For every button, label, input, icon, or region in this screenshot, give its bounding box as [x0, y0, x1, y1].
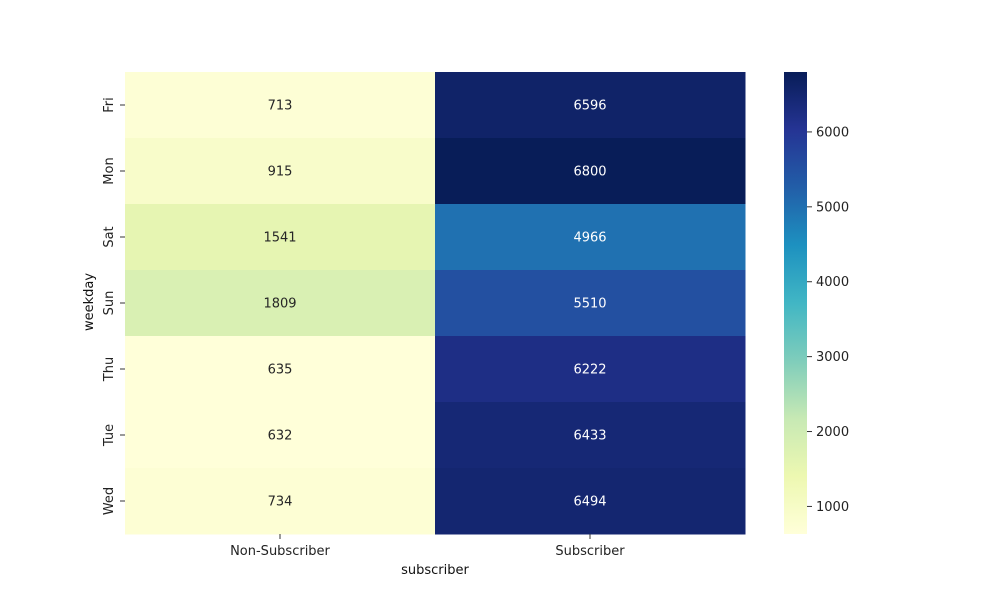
cell-fri-non-subscriber	[125, 72, 436, 139]
y-tick-label: Tue	[102, 424, 117, 447]
cell-value-label: 6800	[573, 165, 606, 180]
cell-tue-subscriber	[435, 402, 746, 469]
cell-value-label: 6433	[573, 429, 606, 444]
cell-wed-non-subscriber	[125, 468, 436, 535]
cell-value-label: 915	[268, 165, 293, 180]
cell-sat-non-subscriber	[125, 204, 436, 271]
cell-value-label: 635	[268, 363, 293, 378]
cell-tue-non-subscriber	[125, 402, 436, 469]
cell-value-label: 6222	[573, 363, 606, 378]
y-tick-label: Sun	[102, 291, 117, 316]
colorbar-tick-label: 6000	[816, 125, 849, 140]
y-axis-label: weekday	[82, 273, 97, 331]
cell-value-label: 1541	[263, 231, 296, 246]
cell-value-label: 6494	[573, 495, 606, 510]
y-tick-label: Thu	[102, 357, 117, 382]
cell-sat-subscriber	[435, 204, 746, 271]
x-axis: Non-Subscriber Subscriber	[230, 534, 625, 559]
cell-sun-subscriber	[435, 270, 746, 337]
y-tick-label: Mon	[102, 157, 117, 184]
y-tick-label: Sat	[102, 226, 117, 247]
cell-sun-non-subscriber	[125, 270, 436, 337]
cell-value-label: 6596	[573, 99, 606, 114]
cell-thu-non-subscriber	[125, 336, 436, 403]
cell-value-label: 632	[268, 429, 293, 444]
x-tick-label: Subscriber	[555, 544, 625, 559]
x-axis-label: subscriber	[401, 563, 469, 578]
colorbar-tick-label: 1000	[816, 500, 849, 515]
y-tick-label: Fri	[102, 97, 117, 113]
cell-fri-subscriber	[435, 72, 746, 139]
heatmap-cells	[125, 72, 746, 535]
cell-mon-subscriber	[435, 138, 746, 205]
colorbar-tick-label: 2000	[816, 425, 849, 440]
x-tick-label: Non-Subscriber	[230, 544, 330, 559]
colorbar-tick-label: 4000	[816, 275, 849, 290]
cell-value-label: 5510	[573, 297, 606, 312]
cell-value-label: 4966	[573, 231, 606, 246]
cell-wed-subscriber	[435, 468, 746, 535]
cell-value-label: 734	[268, 495, 293, 510]
cell-mon-non-subscriber	[125, 138, 436, 205]
cell-value-label: 1809	[263, 297, 296, 312]
colorbar-tick-label: 5000	[816, 200, 849, 215]
colorbar-gradient	[784, 72, 807, 534]
y-axis: Fri Mon Sat Sun Thu Tue Wed	[102, 97, 125, 515]
colorbar-tick-label: 3000	[816, 350, 849, 365]
cell-thu-subscriber	[435, 336, 746, 403]
cell-value-labels: 713 6596 915 6800 1541 4966 1809 5510 635 6222 632…	[263, 99, 606, 510]
cell-value-label: 713	[268, 99, 293, 114]
colorbar: 1000 2000 3000 4000 5000 6000	[784, 72, 849, 534]
y-tick-label: Wed	[102, 487, 117, 515]
